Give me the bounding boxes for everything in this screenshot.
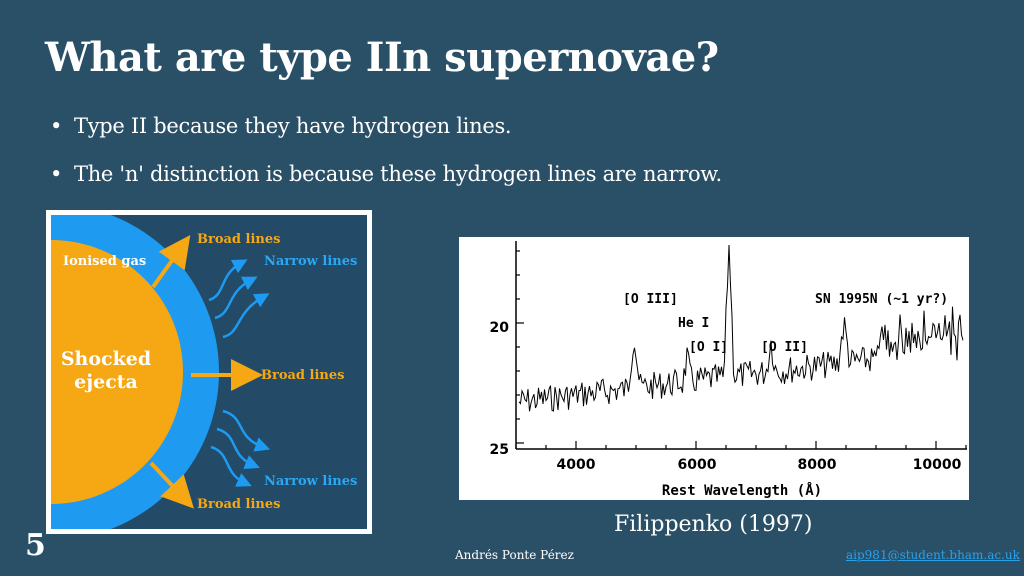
narrow-arrow-top-1: [208, 259, 248, 302]
y-tick-label: 20: [490, 320, 510, 336]
broad-lines-bottom-label: Broad lines: [197, 497, 280, 512]
broad-lines-mid-label: Broad lines: [261, 368, 344, 383]
bullet-item: • Type II because they have hydrogen line…: [50, 114, 722, 138]
y-tick-label: 25: [490, 442, 509, 458]
slide-title: What are type IIn supernovae?: [45, 34, 719, 81]
narrow-arrow-bottom-1: [222, 409, 271, 452]
x-tick-label: 4000: [557, 457, 596, 473]
supernova-diagram: Ionised gas Shocked ejecta Broad lines N…: [46, 210, 372, 534]
email-link[interactable]: aip981@student.bham.ac.uk: [846, 548, 1020, 562]
x-tick-label: 8000: [798, 457, 837, 473]
narrow-lines-bottom-label: Narrow lines: [264, 474, 357, 489]
bullet-dot-icon: •: [50, 114, 63, 138]
page-number: 5: [25, 528, 46, 563]
annotation-he1: He I: [678, 316, 709, 331]
narrow-arrow-bottom-2: [216, 427, 260, 470]
supernova-diagram-svg: Ionised gas Shocked ejecta Broad lines N…: [51, 215, 367, 529]
bullet-list: • Type II because they have hydrogen line…: [50, 114, 722, 210]
narrow-arrow-top-3: [222, 293, 270, 339]
spectrum-figure: 20 25 4000 6000 8000 10000 Rest Waveleng…: [459, 237, 969, 500]
annotation-sn: SN 1995N (~1 yr?): [815, 292, 948, 307]
bullet-dot-icon: •: [50, 162, 63, 186]
broad-arrow-bottom: [149, 461, 194, 509]
spectrum-plot: 20 25 4000 6000 8000 10000 Rest Waveleng…: [490, 241, 967, 499]
ionised-gas-label: Ionised gas: [63, 254, 146, 269]
broad-arrow-top: [151, 235, 191, 289]
narrow-arrow-bottom-3: [210, 445, 252, 487]
narrow-arrow-top-2: [214, 276, 258, 320]
narrow-lines-top-label: Narrow lines: [264, 254, 357, 269]
broad-lines-top-label: Broad lines: [197, 232, 280, 247]
annotation-o2: [O II]: [761, 340, 808, 355]
core-label-line2: ejecta: [74, 371, 138, 393]
bullet-text: Type II because they have hydrogen lines…: [74, 114, 512, 138]
shocked-ejecta-core: [51, 240, 183, 504]
annotation-o1: [O I]: [689, 340, 728, 355]
annotation-o3: [O III]: [623, 292, 678, 307]
spectrum-line: [518, 244, 964, 412]
x-tick-label: 6000: [678, 457, 717, 473]
core-label-line1: Shocked: [61, 348, 151, 370]
x-tick-label: 10000: [913, 457, 962, 473]
axis-ticks: [515, 250, 967, 449]
author-name: Andrés Ponte Pérez: [455, 548, 574, 562]
bullet-item: • The 'n' distinction is because these hy…: [50, 162, 722, 186]
figure-caption: Filippenko (1997): [614, 512, 813, 537]
bullet-text: The 'n' distinction is because these hyd…: [74, 162, 722, 186]
x-axis-label: Rest Wavelength (Å): [662, 482, 822, 499]
